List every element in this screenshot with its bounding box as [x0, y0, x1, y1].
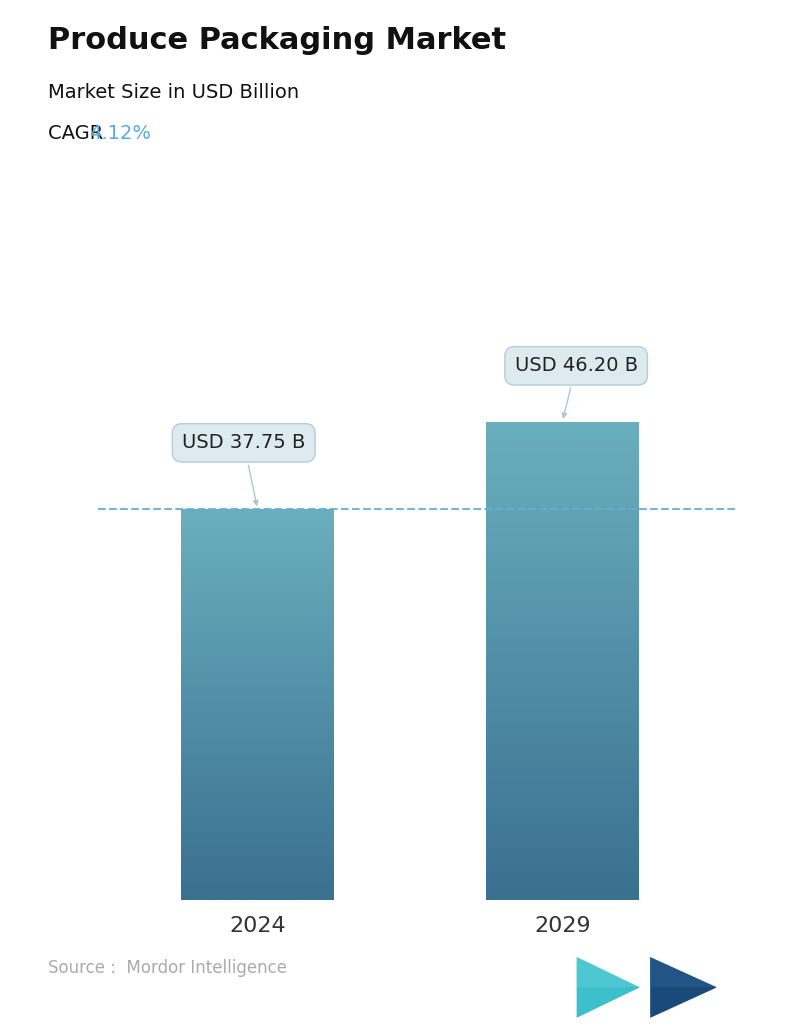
Text: 4.12%: 4.12%	[89, 124, 151, 143]
Text: CAGR: CAGR	[48, 124, 109, 143]
Polygon shape	[576, 957, 640, 1017]
Polygon shape	[650, 957, 716, 1017]
Text: USD 37.75 B: USD 37.75 B	[182, 433, 306, 505]
Text: Produce Packaging Market: Produce Packaging Market	[48, 26, 506, 55]
Text: USD 46.20 B: USD 46.20 B	[514, 357, 638, 418]
Text: Market Size in USD Billion: Market Size in USD Billion	[48, 83, 298, 101]
Polygon shape	[576, 957, 640, 987]
Text: Source :  Mordor Intelligence: Source : Mordor Intelligence	[48, 960, 287, 977]
Polygon shape	[650, 957, 716, 987]
